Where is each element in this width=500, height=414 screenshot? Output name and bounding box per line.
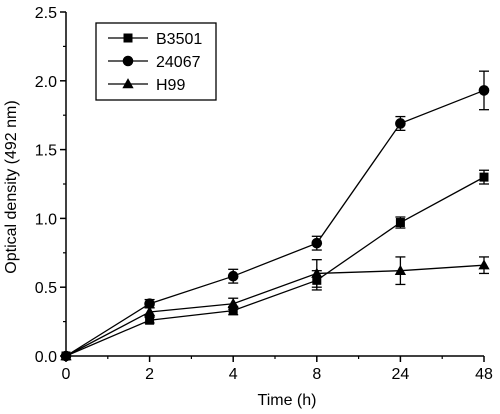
series-layer <box>60 70 490 362</box>
legend-marker <box>122 55 134 67</box>
data-point <box>228 306 238 316</box>
data-point <box>479 172 489 182</box>
data-point <box>145 315 155 325</box>
data-point <box>395 118 406 129</box>
x-axis-title: Time (h) <box>258 392 317 409</box>
data-point <box>394 264 407 275</box>
data-point <box>144 298 155 310</box>
data-point <box>227 270 239 282</box>
legend-box <box>95 22 217 101</box>
x-tick-label: 4 <box>229 366 238 383</box>
y-tick-label: 1.5 <box>35 143 57 160</box>
y-axis-title: Optical density (492 nm) <box>3 100 20 273</box>
x-tick-label: 2 <box>145 366 154 383</box>
legend-marker <box>122 78 134 89</box>
legend-label: H99 <box>156 77 185 94</box>
series-H99 <box>60 256 490 361</box>
data-point <box>478 85 490 96</box>
legend: B3501 24067 H99 <box>95 22 217 101</box>
data-point <box>395 218 405 228</box>
legend-label: B3501 <box>156 31 202 48</box>
series-24067 <box>60 70 490 362</box>
data-point <box>143 306 156 317</box>
axes: 0 2 4 8 24 480.00.51.01.52.02.5 <box>35 5 493 383</box>
x-tick-label: 8 <box>312 366 321 383</box>
x-tick-label: 48 <box>475 366 493 383</box>
legend-label: 24067 <box>156 54 201 71</box>
y-tick-label: 0.5 <box>35 280 57 297</box>
data-point <box>311 237 323 249</box>
data-point <box>478 259 490 270</box>
y-tick-label: 2.5 <box>35 5 57 22</box>
data-point <box>227 297 239 308</box>
legend-marker <box>123 33 133 43</box>
x-tick-label: 24 <box>392 366 410 383</box>
y-tick-label: 1.0 <box>35 211 57 228</box>
series-line <box>65 176 485 357</box>
data-point <box>60 350 72 361</box>
y-tick-label: 0.0 <box>35 349 57 366</box>
series-line <box>65 264 485 357</box>
series-line <box>65 89 485 357</box>
y-tick-label: 2.0 <box>35 74 57 91</box>
data-point <box>311 267 323 278</box>
x-tick-label: 0 <box>62 366 71 383</box>
series-B3501 <box>61 169 489 361</box>
